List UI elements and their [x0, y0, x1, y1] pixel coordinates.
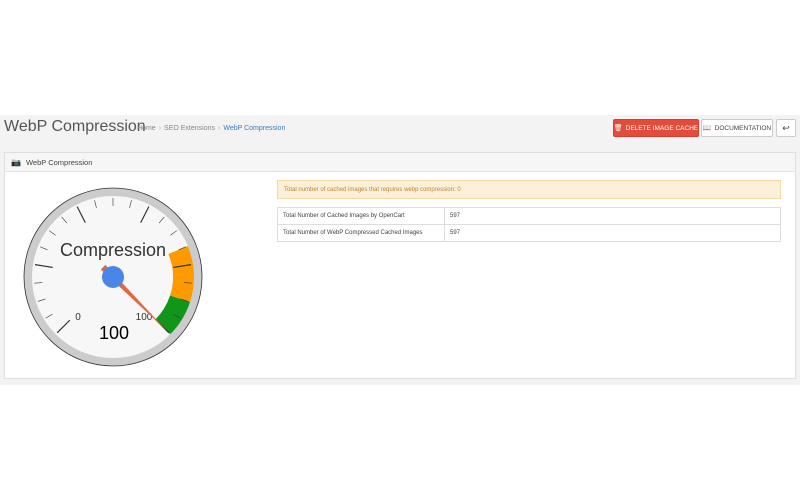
gauge-minor-tick [94, 200, 97, 209]
gauge-minor-tick [178, 246, 187, 251]
gauge-major-tick [140, 206, 150, 223]
page-title: WebP Compression [4, 118, 146, 135]
chevron-right-icon: › [218, 125, 221, 132]
compression-gauge: Compression 0 100 100 [23, 187, 203, 367]
panel-heading: 📷 WebP Compression [5, 153, 795, 172]
stat-value: 597 [444, 224, 781, 242]
gauge-min-label: 0 [75, 312, 81, 323]
gauge-minor-tick [61, 216, 68, 224]
documentation-label: DOCUMENTATION [714, 124, 772, 132]
gauge-minor-tick [34, 282, 43, 284]
table-row: Total Number of Cached Images by OpenCar… [277, 207, 781, 225]
trash-icon: 🗑 [613, 125, 623, 132]
gauge-major-tick [76, 206, 86, 223]
gauge-minor-tick [48, 230, 56, 236]
gauge-value-display: 100 [99, 323, 129, 343]
gauge-minor-tick [45, 313, 53, 319]
gauge-minor-tick [170, 230, 178, 236]
gauge-label: Compression [60, 240, 166, 260]
book-icon: 📖 [702, 125, 712, 132]
compression-alert: Total number of cached images that requi… [277, 180, 781, 199]
breadcrumb-webp-compression[interactable]: WebP Compression [223, 125, 286, 132]
panel-title: WebP Compression [25, 157, 93, 167]
breadcrumb-home[interactable]: Home [137, 125, 156, 132]
camera-icon: 📷 [11, 157, 21, 167]
stat-value: 597 [444, 207, 781, 225]
gauge-minor-tick [180, 298, 189, 302]
gauge-minor-tick [129, 200, 132, 209]
documentation-button[interactable]: 📖 DOCUMENTATION [701, 119, 773, 137]
delete-image-cache-label: DELETE IMAGE CACHE [625, 124, 699, 132]
stat-label: Total Number of WebP Compressed Cached I… [277, 224, 445, 242]
chevron-right-icon: › [158, 125, 162, 132]
reply-icon: ↩ [782, 122, 790, 133]
breadcrumb: Home › SEO Extensions › WebP Compression [137, 125, 285, 132]
gauge-major-tick [34, 264, 53, 269]
back-button[interactable]: ↩ [776, 119, 796, 137]
breadcrumb-seo-extensions[interactable]: SEO Extensions [164, 125, 215, 132]
gauge-minor-tick [173, 313, 181, 319]
gauge-major-tick [56, 319, 71, 334]
page-header: WebP Compression Home › SEO Extensions › Web… [0, 115, 800, 143]
stats-table: Total Number of Cached Images by OpenCar… [277, 207, 781, 242]
table-row: Total Number of WebP Compressed Cached I… [277, 224, 781, 242]
gauge-minor-tick [37, 298, 46, 302]
gauge-good-band [155, 295, 191, 335]
delete-image-cache-button[interactable]: 🗑 DELETE IMAGE CACHE [613, 119, 699, 137]
gauge-minor-tick [183, 282, 192, 284]
gauge-minor-tick [158, 216, 165, 224]
gauge-max-label: 100 [136, 312, 153, 323]
gauge-minor-tick [39, 246, 48, 251]
stat-label: Total Number of Cached Images by OpenCar… [277, 207, 445, 225]
gauge-warning-band [168, 246, 194, 303]
gauge-major-tick [173, 264, 192, 269]
gauge-hub [102, 266, 124, 288]
